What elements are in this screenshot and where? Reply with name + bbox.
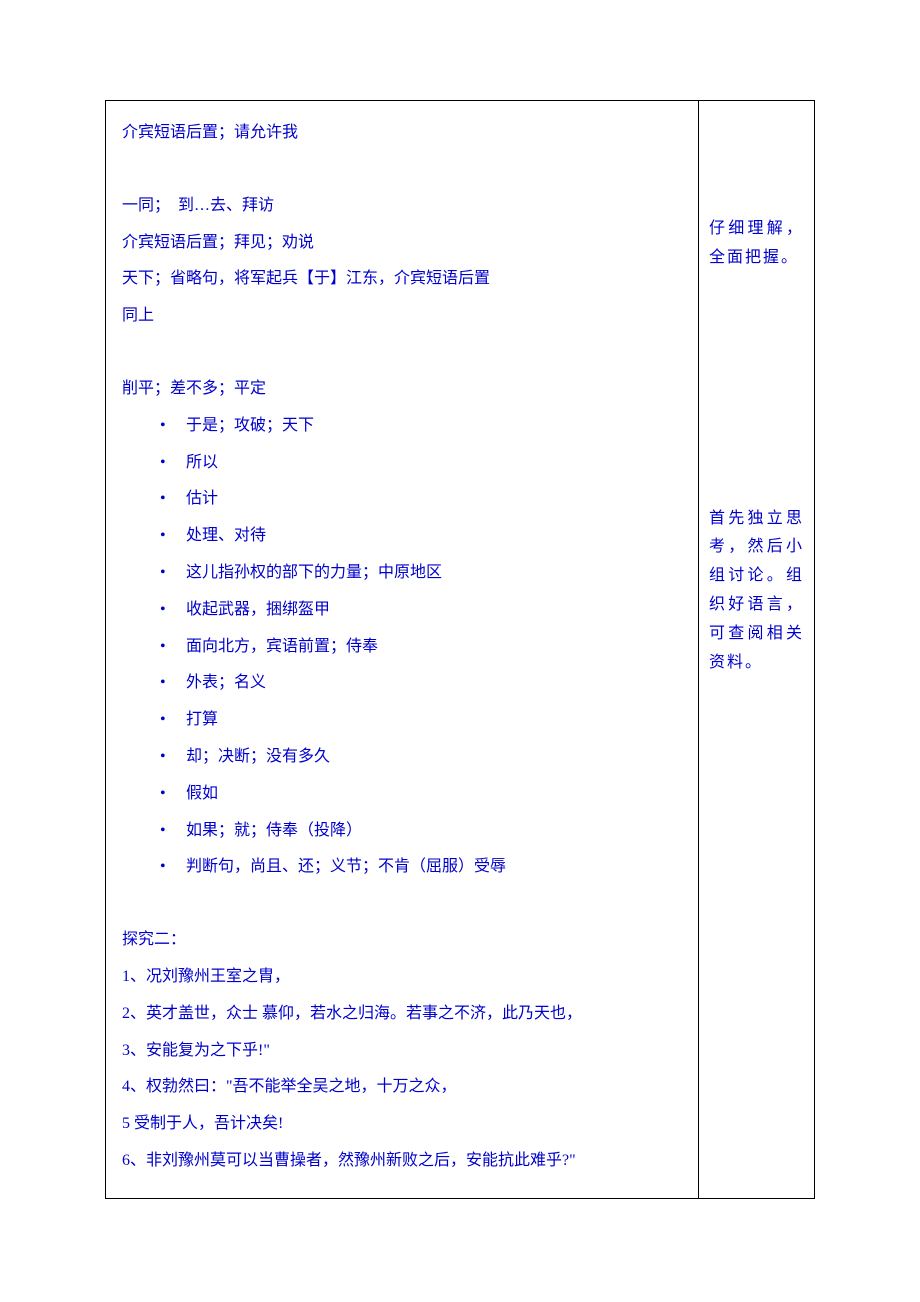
text-line: 天下；省略句，将军起兵【于】江东，介宾短语后置 <box>122 261 682 298</box>
document-table: 介宾短语后置；请允许我 一同； 到…去、拜访 介宾短语后置；拜见；劝说 天下；省… <box>105 100 815 1199</box>
bullet-list: 于是；攻破；天下 所以 估计 处理、对待 这儿指孙权的部下的力量；中原地区 收起… <box>122 408 682 886</box>
bullet-item: 这儿指孙权的部下的力量；中原地区 <box>160 555 682 592</box>
text-line: 一同； 到…去、拜访 <box>122 188 682 225</box>
bullet-item: 判断句，尚且、还；义节；不肯（屈服）受辱 <box>160 849 682 886</box>
numbered-item: 1、况刘豫州王室之胄， <box>122 959 682 996</box>
text-line: 削平；差不多；平定 <box>122 371 682 408</box>
side-note: 首先独立思考，然后小组讨论。组织好语言，可查阅相关资料。 <box>709 505 804 678</box>
bullet-item: 估计 <box>160 481 682 518</box>
bullet-item: 面向北方，宾语前置；侍奉 <box>160 629 682 666</box>
bullet-item: 所以 <box>160 445 682 482</box>
text-line: 介宾短语后置；请允许我 <box>122 115 682 152</box>
bullet-item: 于是；攻破；天下 <box>160 408 682 445</box>
bullet-item: 收起武器，捆绑盔甲 <box>160 592 682 629</box>
bullet-item: 如果；就；侍奉（投降） <box>160 813 682 850</box>
numbered-item: 2、英才盖世，众士 慕仰，若水之归海。若事之不济，此乃天也， <box>122 996 682 1033</box>
main-column: 介宾短语后置；请允许我 一同； 到…去、拜访 介宾短语后置；拜见；劝说 天下；省… <box>106 101 699 1198</box>
bullet-item: 假如 <box>160 776 682 813</box>
text-line: 同上 <box>122 298 682 335</box>
numbered-item: 5 受制于人，吾计决矣! <box>122 1106 682 1143</box>
bullet-item: 却；决断；没有多久 <box>160 739 682 776</box>
numbered-item: 4、权勃然曰："吾不能举全吴之地，十万之众， <box>122 1069 682 1106</box>
side-column: 仔细理解，全面把握。 首先独立思考，然后小组讨论。组织好语言，可查阅相关资料。 <box>699 101 814 1198</box>
bullet-item: 外表；名义 <box>160 665 682 702</box>
text-line: 介宾短语后置；拜见；劝说 <box>122 225 682 262</box>
bullet-item: 打算 <box>160 702 682 739</box>
side-note: 仔细理解，全面把握。 <box>709 215 804 273</box>
numbered-item: 3、安能复为之下乎!" <box>122 1033 682 1070</box>
bullet-item: 处理、对待 <box>160 518 682 555</box>
numbered-item: 6、非刘豫州莫可以当曹操者，然豫州新败之后，安能抗此难乎?" <box>122 1143 682 1180</box>
section-heading: 探究二： <box>122 922 682 959</box>
